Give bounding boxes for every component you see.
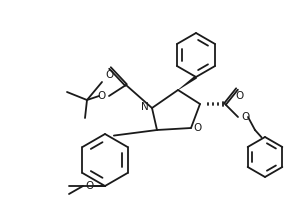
Text: O: O	[106, 70, 114, 80]
Text: O: O	[85, 181, 93, 191]
Text: O: O	[241, 112, 249, 122]
Text: N: N	[141, 102, 149, 112]
Text: O: O	[98, 91, 106, 101]
Text: O: O	[194, 123, 202, 133]
Polygon shape	[178, 76, 197, 90]
Text: O: O	[235, 91, 243, 101]
